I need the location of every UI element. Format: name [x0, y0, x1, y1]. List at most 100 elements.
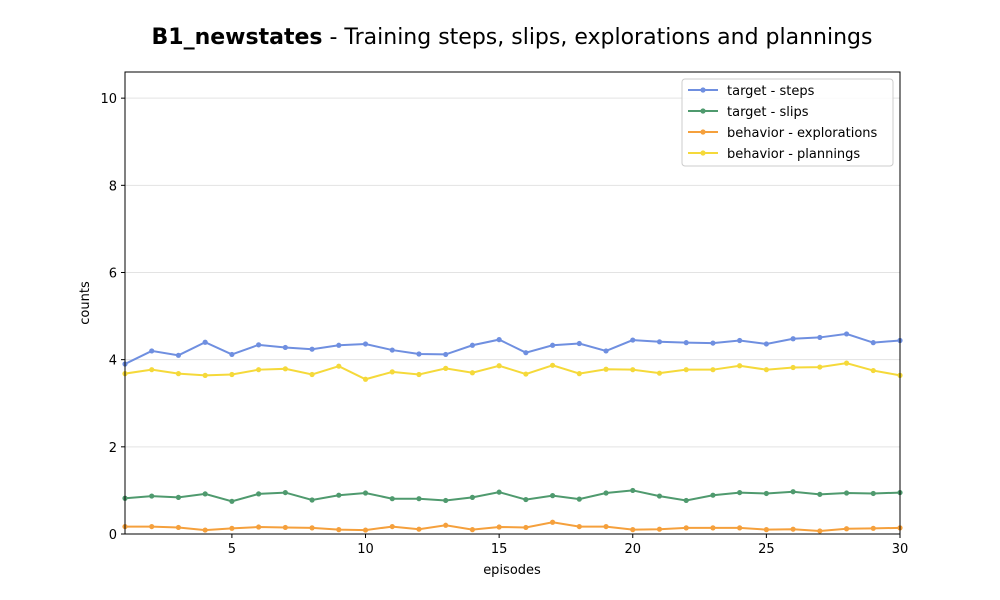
- data-point: [175, 494, 182, 500]
- data-point: [523, 524, 529, 531]
- x-tick-label: 5: [228, 542, 236, 557]
- data-point: [256, 342, 262, 348]
- data-point: [416, 526, 422, 532]
- data-point: [763, 527, 769, 533]
- data-point: [870, 367, 876, 374]
- x-tick-label: 20: [624, 542, 641, 557]
- series-0: [122, 331, 903, 367]
- data-point: [149, 348, 155, 354]
- data-point: [282, 524, 288, 531]
- legend-swatch-marker: [700, 108, 706, 114]
- data-point: [202, 339, 208, 345]
- data-point: [710, 367, 716, 373]
- x-tick-label: 25: [758, 542, 775, 557]
- data-point: [576, 340, 582, 347]
- data-point: [469, 494, 476, 500]
- data-point: [362, 527, 369, 533]
- data-point: [496, 489, 502, 495]
- x-tick-label: 30: [892, 542, 909, 557]
- legend: target - steps target - slips behavior - e…: [681, 78, 894, 167]
- data-point: [175, 352, 182, 358]
- legend-entry: target - slips: [688, 105, 809, 120]
- data-point: [469, 342, 476, 348]
- data-point: [336, 342, 342, 348]
- data-point: [389, 369, 395, 375]
- data-point: [630, 337, 636, 343]
- y-tick-label: 4: [109, 354, 117, 369]
- data-point: [309, 525, 315, 531]
- data-point: [496, 363, 502, 369]
- data-point: [549, 493, 556, 499]
- data-point: [763, 341, 769, 347]
- legend-box: [681, 78, 894, 167]
- data-point: [843, 526, 850, 532]
- data-point: [443, 351, 449, 358]
- data-point: [790, 364, 796, 371]
- data-point: [362, 490, 369, 496]
- chart-title-rest: - Training steps, slips, explorations an…: [322, 25, 872, 50]
- data-point: [843, 331, 850, 337]
- data-point: [416, 496, 422, 502]
- data-point: [256, 367, 262, 373]
- data-point: [603, 348, 609, 354]
- chart-title: B1_newstates - Training steps, slips, ex…: [152, 25, 873, 50]
- data-point: [630, 487, 636, 494]
- x-axis-label: episodes: [483, 563, 541, 578]
- plot-area-frame: [124, 71, 901, 535]
- data-point: [523, 350, 529, 356]
- y-axis-label: counts: [78, 281, 93, 325]
- y-tick-label: 0: [109, 528, 117, 543]
- data-point: [202, 372, 208, 378]
- series-line: [125, 521, 901, 532]
- data-point: [229, 498, 235, 504]
- data-point: [576, 496, 582, 502]
- y-tick-label: 8: [109, 179, 117, 194]
- data-point: [336, 527, 342, 533]
- data-point: [496, 524, 502, 530]
- data-point: [710, 525, 716, 531]
- data-point: [763, 367, 769, 373]
- legend-swatch-marker: [700, 150, 706, 156]
- data-point: [282, 344, 288, 351]
- data-point: [576, 371, 582, 377]
- data-point: [389, 496, 395, 502]
- data-point: [576, 523, 582, 530]
- series-line: [124, 489, 901, 503]
- data-point: [737, 363, 743, 369]
- data-point: [710, 340, 716, 346]
- series-3: [122, 360, 903, 382]
- data-point: [416, 351, 422, 357]
- y-tick-label: 6: [109, 266, 117, 281]
- series-line: [124, 362, 901, 381]
- chart-title-bold: B1_newstates: [152, 25, 323, 50]
- data-point: [817, 364, 823, 370]
- data-point: [843, 360, 850, 366]
- data-point: [443, 365, 449, 371]
- data-point: [656, 339, 663, 345]
- data-point: [656, 493, 663, 499]
- legend-entry: behavior - explorations: [688, 126, 878, 141]
- data-point: [710, 492, 716, 498]
- data-point: [416, 371, 422, 378]
- data-point: [683, 340, 689, 346]
- data-point: [683, 497, 689, 504]
- data-point: [229, 371, 235, 378]
- data-point: [817, 491, 823, 497]
- data-point: [523, 496, 529, 503]
- data-point: [443, 497, 449, 504]
- data-point: [469, 370, 476, 376]
- data-point: [790, 526, 796, 532]
- data-point: [817, 528, 823, 534]
- data-point: [149, 523, 155, 530]
- y-axis: 0 2 4 6 8 10: [100, 92, 125, 543]
- data-point: [870, 340, 876, 346]
- data-point: [630, 527, 636, 533]
- data-point: [389, 523, 395, 530]
- data-point: [683, 367, 689, 373]
- legend-swatch-marker: [700, 87, 706, 93]
- data-point: [656, 370, 663, 376]
- data-point: [603, 366, 609, 372]
- x-axis: 5 10 15 20 25 30: [228, 534, 909, 557]
- data-point: [870, 490, 876, 497]
